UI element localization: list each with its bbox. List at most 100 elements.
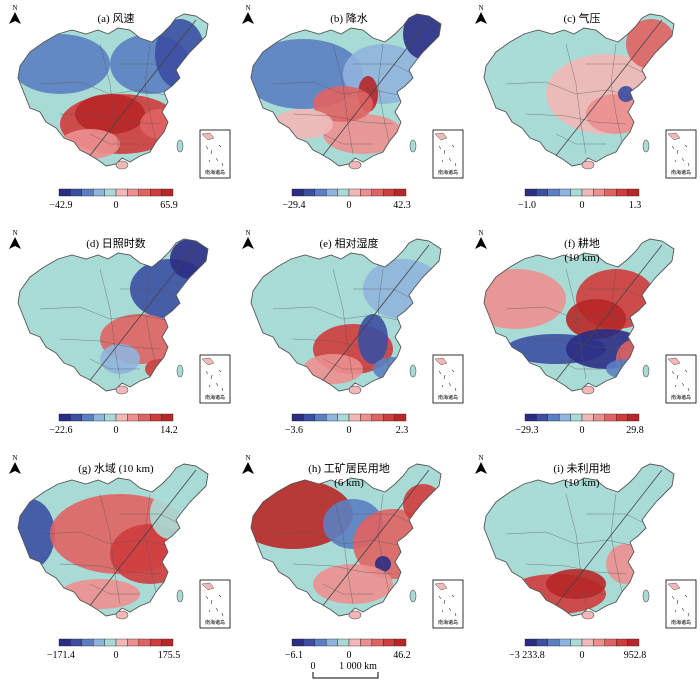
colorbar: −3.6 0 2.3 — [285, 413, 409, 436]
scale-start-label: 0 — [311, 661, 316, 672]
colorbar-max-label: 29.8 — [626, 425, 644, 436]
colorbar-swatch — [371, 638, 384, 647]
colorbar-swatch — [394, 188, 407, 197]
north-label: N — [12, 4, 17, 12]
inset-label: 南海诸岛 — [205, 619, 225, 626]
hu-line — [320, 19, 430, 159]
colorbar-swatch — [161, 638, 174, 647]
colorbar-swatch — [337, 638, 350, 647]
panel-title: (c) 气压 — [564, 11, 601, 25]
inset-label: 南海诸岛 — [205, 394, 225, 401]
panel-title: (g) 水域 (10 km) — [78, 462, 154, 475]
colorbar-swatch — [524, 413, 537, 422]
inset-label: 南海诸岛 — [438, 169, 458, 176]
colorbar-swatch — [138, 188, 151, 197]
colorbar-swatch — [303, 188, 316, 197]
taiwan-island — [642, 139, 650, 153]
colorbar-swatch — [314, 188, 327, 197]
colorbar-swatch — [627, 638, 640, 647]
north-label: N — [245, 4, 250, 12]
colorbar-swatch — [161, 188, 174, 197]
panel-title: (6 km) — [334, 477, 364, 489]
colorbar-swatch — [104, 638, 117, 647]
colorbar: −42.9 0 65.9 — [49, 188, 178, 211]
colorbar: −3 233.8 0 952.8 — [509, 638, 646, 661]
colorbar-swatch — [70, 638, 83, 647]
colorbar-swatch — [360, 638, 373, 647]
south-china-sea-inset: 南海诸岛 — [199, 579, 231, 629]
colorbar-swatch — [558, 188, 571, 197]
colorbar-min-label: −171.4 — [47, 650, 75, 661]
south-china-sea-inset: 南海诸岛 — [665, 579, 697, 629]
north-label: N — [12, 454, 17, 462]
colorbar-swatch — [615, 188, 628, 197]
inset-label: 南海诸岛 — [671, 394, 691, 401]
north-arrow-icon: N — [475, 229, 487, 249]
colorbar-mid-label: 0 — [114, 650, 119, 661]
colorbar-swatch — [558, 638, 571, 647]
north-arrow-icon: N — [9, 454, 21, 474]
colorbar-swatch — [536, 188, 549, 197]
colorbar-swatch — [337, 413, 350, 422]
colorbar-min-label: −6.1 — [285, 650, 303, 661]
colorbar-mid-label: 0 — [580, 650, 585, 661]
colorbar-swatch — [104, 413, 117, 422]
panel-title: (b) 降水 — [330, 11, 368, 25]
colorbar-max-label: 1.3 — [629, 200, 642, 211]
north-arrow-icon: N — [475, 4, 487, 24]
colorbar-swatch — [70, 413, 83, 422]
colorbar-min-label: −1.0 — [518, 200, 536, 211]
choropleth — [251, 239, 441, 391]
panel-title: (i) 未利用地 — [553, 462, 610, 475]
colorbar-max-label: 65.9 — [160, 200, 178, 211]
colorbar-swatch — [127, 413, 140, 422]
colorbar-swatch — [81, 188, 94, 197]
colorbar-max-label: 46.2 — [393, 650, 411, 661]
hu-line — [553, 244, 663, 384]
colorbar-swatch — [547, 413, 560, 422]
colorbar-swatch — [92, 413, 105, 422]
hainan-island — [115, 610, 129, 620]
hu-line — [553, 469, 663, 609]
hainan-island — [348, 610, 362, 620]
colorbar-swatch — [570, 413, 583, 422]
colorbar-max-label: 42.3 — [393, 200, 411, 211]
colorbar-swatch — [104, 188, 117, 197]
hainan-island — [348, 385, 362, 395]
colorbar-swatch — [58, 413, 71, 422]
colorbar-swatch — [524, 188, 537, 197]
china-border — [17, 463, 209, 617]
choropleth — [484, 14, 674, 166]
colorbar-swatch — [138, 638, 151, 647]
china-border — [17, 13, 209, 167]
colorbar-swatch — [547, 638, 560, 647]
china-border — [250, 13, 442, 167]
colorbar-swatch — [303, 413, 316, 422]
inset-label: 南海诸岛 — [671, 619, 691, 626]
hainan-island — [581, 385, 595, 395]
colorbar-swatch — [558, 413, 571, 422]
colorbar-swatch — [615, 638, 628, 647]
colorbar-min-label: −3.6 — [285, 425, 303, 436]
north-arrow-icon: N — [9, 229, 21, 249]
colorbar-swatch — [149, 188, 162, 197]
colorbar-swatch — [360, 188, 373, 197]
north-arrow-icon: N — [242, 229, 254, 249]
scale-bar: 0 1 000 km — [311, 661, 379, 679]
south-china-sea-inset: 南海诸岛 — [665, 354, 697, 404]
china-border — [17, 238, 209, 392]
colorbar-mid-label: 0 — [114, 200, 119, 211]
colorbar: −1.0 0 1.3 — [518, 188, 642, 211]
scale-end-label: 1 000 km — [339, 661, 377, 672]
colorbar-swatch — [627, 413, 640, 422]
china-border — [483, 13, 675, 167]
colorbar-swatch — [291, 188, 304, 197]
inset-label: 南海诸岛 — [205, 169, 225, 176]
colorbar-max-label: 2.3 — [396, 425, 409, 436]
panel-title: (d) 日照时数 — [86, 237, 146, 250]
colorbar-swatch — [115, 188, 128, 197]
